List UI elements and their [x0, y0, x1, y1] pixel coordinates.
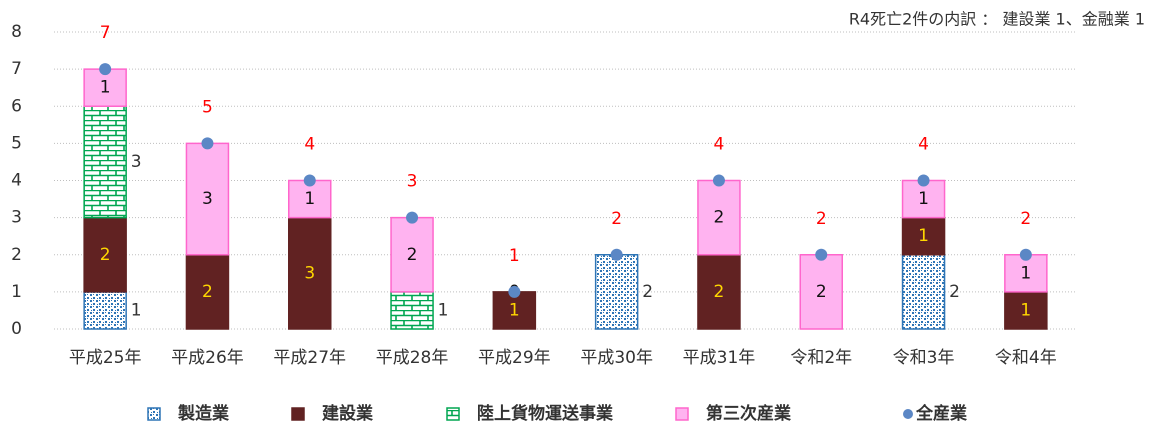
data-label: 2 [949, 282, 960, 302]
y-tick-label: 3 [11, 208, 22, 228]
bar-segment [1004, 291, 1048, 330]
total-label: 4 [714, 135, 725, 155]
legend-label: 陸上貨物運送事業 [477, 403, 613, 424]
bar-segment [901, 216, 946, 256]
data-label: 1 [438, 300, 449, 320]
total-dot [201, 137, 214, 150]
total-label: 4 [918, 135, 929, 155]
legend-label: 建設業 [322, 403, 373, 424]
total-label: 7 [100, 23, 111, 43]
x-tick-label: 令和2年 [790, 348, 852, 368]
data-label: 1 [918, 189, 929, 209]
legend-marker [675, 407, 689, 421]
data-label: 1 [509, 300, 520, 320]
total-label: 4 [304, 135, 315, 155]
x-tick-label: 平成27年 [273, 348, 346, 368]
data-label: 2 [100, 245, 111, 265]
legend-marker [147, 407, 161, 421]
bar-segment [1004, 254, 1048, 293]
data-label: 2 [642, 282, 653, 302]
data-label: 2 [714, 282, 725, 302]
y-tick-label: 5 [11, 133, 22, 153]
total-label: 2 [816, 209, 827, 229]
data-label: 1 [304, 189, 315, 209]
total-dot [1019, 248, 1032, 261]
legend-label: 製造業 [177, 403, 229, 424]
data-label: 1 [1020, 263, 1031, 283]
total-label: 5 [202, 97, 213, 117]
total-label: 2 [611, 209, 622, 229]
total-dot [815, 248, 828, 261]
data-label: 1 [1020, 300, 1031, 320]
x-tick-label: 平成31年 [683, 348, 756, 368]
total-label: 3 [407, 172, 418, 192]
x-tick-label: 平成30年 [580, 348, 653, 368]
y-tick-label: 2 [11, 245, 22, 265]
total-dot [610, 248, 623, 261]
data-label: 2 [714, 208, 725, 228]
bar-segment [799, 254, 843, 330]
legend-marker [903, 409, 913, 419]
legend-marker [446, 407, 460, 421]
legend-marker [291, 407, 305, 421]
total-label: 2 [1020, 209, 1031, 229]
y-tick-label: 4 [11, 171, 22, 191]
bar-segment [390, 216, 434, 293]
bar-segment [185, 142, 230, 256]
total-dot [303, 174, 316, 187]
x-tick-label: 令和4年 [995, 348, 1057, 368]
total-dot [508, 285, 521, 298]
bar-segment [697, 179, 741, 256]
x-tick-label: 平成29年 [478, 348, 551, 368]
data-label: 2 [202, 282, 213, 302]
data-label: 2 [816, 282, 827, 302]
bar-segment [83, 291, 127, 330]
bar-segment [901, 254, 946, 330]
y-tick-label: 6 [11, 96, 22, 116]
data-label: 1 [131, 300, 142, 320]
bar-segment [83, 68, 127, 107]
annotation: R4死亡2件の内訳 ： 建設業 1、金融業 1 [849, 10, 1145, 29]
bar-segment [288, 216, 332, 330]
x-tick-label: 平成25年 [69, 348, 142, 368]
data-label: 3 [202, 189, 213, 209]
bar-segment [390, 291, 434, 330]
bar-segment [83, 216, 127, 293]
total-dot [99, 63, 112, 76]
x-tick-label: 平成28年 [376, 348, 449, 368]
x-tick-label: 令和3年 [893, 348, 955, 368]
x-tick-label: 平成26年 [171, 348, 244, 368]
bar-segment [492, 291, 537, 330]
total-dot [917, 174, 930, 187]
y-tick-label: 7 [11, 59, 22, 79]
data-label: 3 [304, 263, 315, 283]
data-label: 3 [131, 152, 142, 172]
data-label: 1 [918, 226, 929, 246]
data-label: 2 [407, 245, 418, 265]
total-dot [712, 174, 725, 187]
y-tick-label: 1 [11, 282, 22, 302]
y-tick-label: 0 [11, 319, 22, 339]
total-dot [406, 211, 419, 224]
legend-label: 第三次産業 [706, 403, 791, 424]
y-tick-label: 8 [11, 22, 22, 42]
bar-segment [83, 105, 127, 219]
legend-label: 全産業 [915, 403, 967, 424]
data-label: 1 [100, 78, 111, 98]
bar-segment [594, 254, 639, 330]
total-label: 1 [509, 246, 520, 266]
